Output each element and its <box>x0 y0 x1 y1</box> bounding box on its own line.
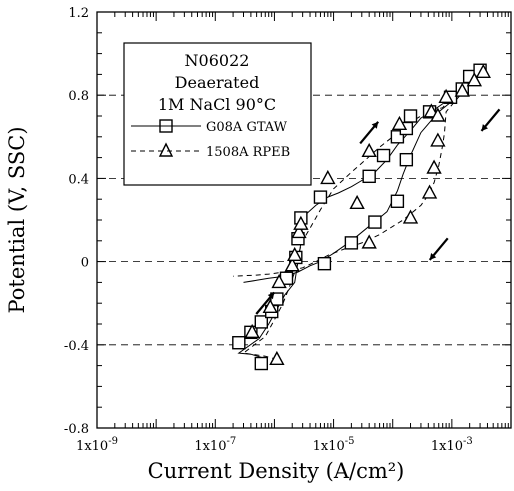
x-tick-label: 1x10-5 <box>313 436 355 454</box>
series-1-reverse-curve <box>233 69 486 277</box>
legend-entry-g08a: G08A GTAW <box>131 119 288 135</box>
series-1-marker <box>244 323 260 339</box>
series-0-marker <box>399 152 414 167</box>
legend-marker-g08a <box>159 119 173 133</box>
series-1-marker <box>466 72 483 87</box>
x-tick-label: 1x10-3 <box>431 436 473 454</box>
data-markers <box>232 63 491 371</box>
series-0-marker <box>317 256 332 271</box>
series-0-marker <box>344 236 359 250</box>
series-0-marker <box>254 356 269 371</box>
legend-title-line-2: Deaerated <box>175 73 260 92</box>
series-1-marker <box>430 107 446 122</box>
series-1-marker <box>271 273 287 289</box>
legend: N06022 Deaerated 1M NaCl 90°C G08A GTAW … <box>123 42 312 186</box>
legend-label-g08a: G08A GTAW <box>206 120 288 135</box>
direction-arrow-head <box>371 121 379 129</box>
series-1-marker <box>262 298 278 314</box>
series-1-marker <box>421 184 438 199</box>
series-1-marker <box>426 159 442 174</box>
legend-entry-1508a: 1508A RPEB <box>131 142 290 160</box>
series-1-marker <box>438 88 454 103</box>
series-0-marker <box>368 215 382 229</box>
direction-arrow-head <box>481 124 489 131</box>
y-tick-label: 1.2 <box>68 6 89 21</box>
series-1-marker <box>475 63 491 79</box>
series-0-marker <box>376 148 391 163</box>
legend-label-1508a: 1508A RPEB <box>206 145 290 160</box>
series-0-marker <box>362 169 376 184</box>
direction-arrow-head <box>267 292 275 300</box>
legend-title-line-1: N06022 <box>185 51 250 70</box>
series-1-marker <box>349 194 365 210</box>
series-0-marker <box>270 292 284 306</box>
series-1-marker <box>284 257 300 272</box>
series-0-marker <box>232 336 246 350</box>
x-axis-ticks: 1x10-9 1x10-7 1x10-5 1x10-3 <box>76 12 509 454</box>
direction-arrow-head <box>429 253 437 260</box>
series-1-marker <box>361 234 377 249</box>
series-1-marker <box>430 132 446 147</box>
direction-arrows <box>255 108 501 315</box>
series-1-marker <box>402 209 419 224</box>
y-axis-title: Potential (V, SSC) <box>5 126 29 313</box>
series-1-marker <box>293 215 309 230</box>
x-tick-label: 1x10-7 <box>194 436 236 454</box>
legend-box <box>123 42 312 186</box>
series-1-marker <box>454 82 470 97</box>
y-tick-label: -0.8 <box>64 422 89 437</box>
series-1-marker <box>291 224 307 239</box>
series-0-marker <box>390 194 405 208</box>
y-tick-label: 0 <box>81 256 89 271</box>
legend-marker-1508a <box>158 142 174 157</box>
series-1-marker <box>391 115 408 131</box>
y-tick-label: 0.4 <box>68 172 89 187</box>
y-tick-label: -0.4 <box>64 339 89 354</box>
x-axis-title: Current Density (A/cm²) <box>148 459 405 483</box>
series-1-marker <box>287 246 303 262</box>
series-0-marker <box>313 190 328 204</box>
series-0-marker <box>403 109 418 123</box>
legend-title-line-3: 1M NaCl 90°C <box>158 95 276 114</box>
series-0-marker <box>254 315 269 329</box>
x-tick-label: 1x10-9 <box>76 436 118 454</box>
y-axis-ticks: -0.8 -0.4 0 0.4 0.8 1.2 <box>64 6 511 437</box>
y-tick-label: 0.8 <box>68 89 89 104</box>
series-1-marker <box>320 169 336 185</box>
series-1-marker <box>269 350 285 366</box>
series-1-marker <box>361 142 377 158</box>
